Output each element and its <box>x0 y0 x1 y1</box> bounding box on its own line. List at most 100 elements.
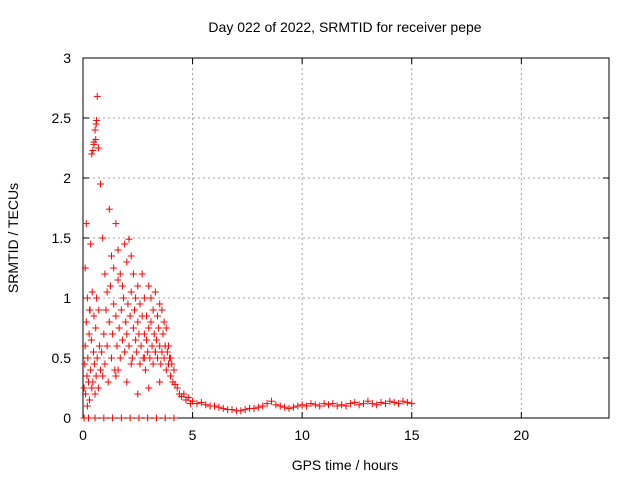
data-point <box>91 126 99 134</box>
data-point <box>121 240 129 248</box>
data-point <box>151 348 159 356</box>
data-point <box>105 205 113 213</box>
data-point <box>151 288 159 296</box>
data-point <box>86 396 94 404</box>
data-point <box>94 384 102 392</box>
data-point <box>104 378 112 386</box>
data-point <box>132 336 140 344</box>
data-point <box>281 403 289 411</box>
data-point <box>147 318 155 326</box>
data-point <box>120 294 128 302</box>
data-point <box>92 372 100 380</box>
data-point <box>110 300 118 308</box>
data-point <box>134 318 142 326</box>
data-point <box>386 397 394 405</box>
data-point <box>215 403 223 411</box>
data-point <box>159 330 167 338</box>
data-point <box>368 400 376 408</box>
data-point <box>100 414 108 422</box>
data-point <box>89 378 97 386</box>
data-point <box>250 404 258 412</box>
data-point <box>316 402 324 410</box>
data-point <box>285 404 293 412</box>
data-point <box>86 306 94 314</box>
data-point <box>117 414 125 422</box>
data-points <box>80 92 416 422</box>
data-point <box>342 402 350 410</box>
data-point <box>81 342 89 350</box>
data-point <box>84 414 92 422</box>
data-point <box>87 240 95 248</box>
data-point <box>161 414 169 422</box>
data-point <box>105 318 113 326</box>
data-point <box>160 318 168 326</box>
data-point <box>180 390 188 398</box>
data-point <box>381 400 389 408</box>
data-point <box>90 140 98 148</box>
data-point <box>81 264 89 272</box>
data-point <box>83 402 91 410</box>
data-point <box>114 366 122 374</box>
data-point <box>107 354 115 362</box>
data-point <box>351 398 359 406</box>
y-tick-label: 0.5 <box>52 350 72 366</box>
data-point <box>89 146 97 154</box>
data-point <box>167 372 175 380</box>
data-point <box>294 402 302 410</box>
data-point <box>143 312 151 320</box>
data-point <box>88 288 96 296</box>
data-point <box>145 282 153 290</box>
data-point <box>173 384 181 392</box>
data-point <box>134 390 142 398</box>
data-point <box>145 384 153 392</box>
data-point <box>82 390 90 398</box>
data-point <box>141 366 149 374</box>
chart-title: Day 022 of 2022, SRMTID for receiver pep… <box>208 19 481 35</box>
data-point <box>157 360 165 368</box>
data-point <box>135 414 143 422</box>
data-point <box>115 324 123 332</box>
data-point <box>118 282 126 290</box>
data-point <box>93 116 101 124</box>
data-point <box>133 348 141 356</box>
data-point <box>128 354 136 362</box>
data-point <box>154 312 162 320</box>
data-point <box>355 401 363 409</box>
y-tick-label: 2.5 <box>52 110 72 126</box>
data-point <box>90 348 98 356</box>
data-point <box>219 404 227 412</box>
x-tick-label: 0 <box>79 427 87 443</box>
x-tick-label: 10 <box>294 427 310 443</box>
data-point <box>144 414 152 422</box>
data-point <box>144 348 152 356</box>
data-point <box>126 414 134 422</box>
data-point <box>184 394 192 402</box>
data-point <box>211 402 218 410</box>
data-point <box>152 336 160 344</box>
data-point <box>360 400 368 408</box>
data-point <box>102 306 110 314</box>
data-point <box>114 246 122 254</box>
data-point <box>109 414 117 422</box>
data-point <box>131 306 139 314</box>
data-point <box>116 354 124 362</box>
data-point <box>162 366 170 374</box>
data-point <box>97 180 105 188</box>
data-point <box>147 294 155 302</box>
data-point <box>276 402 284 410</box>
data-point <box>82 220 90 228</box>
data-point <box>390 398 398 406</box>
data-point <box>123 258 131 266</box>
data-point <box>129 270 137 278</box>
data-point <box>373 401 381 409</box>
data-point <box>395 400 403 408</box>
data-point <box>82 318 90 326</box>
data-point <box>162 324 170 332</box>
data-point <box>143 336 151 344</box>
data-point <box>145 324 153 332</box>
data-point <box>399 397 407 405</box>
data-point <box>92 324 100 332</box>
data-point <box>377 398 385 406</box>
x-axis-label: GPS time / hours <box>292 457 399 473</box>
